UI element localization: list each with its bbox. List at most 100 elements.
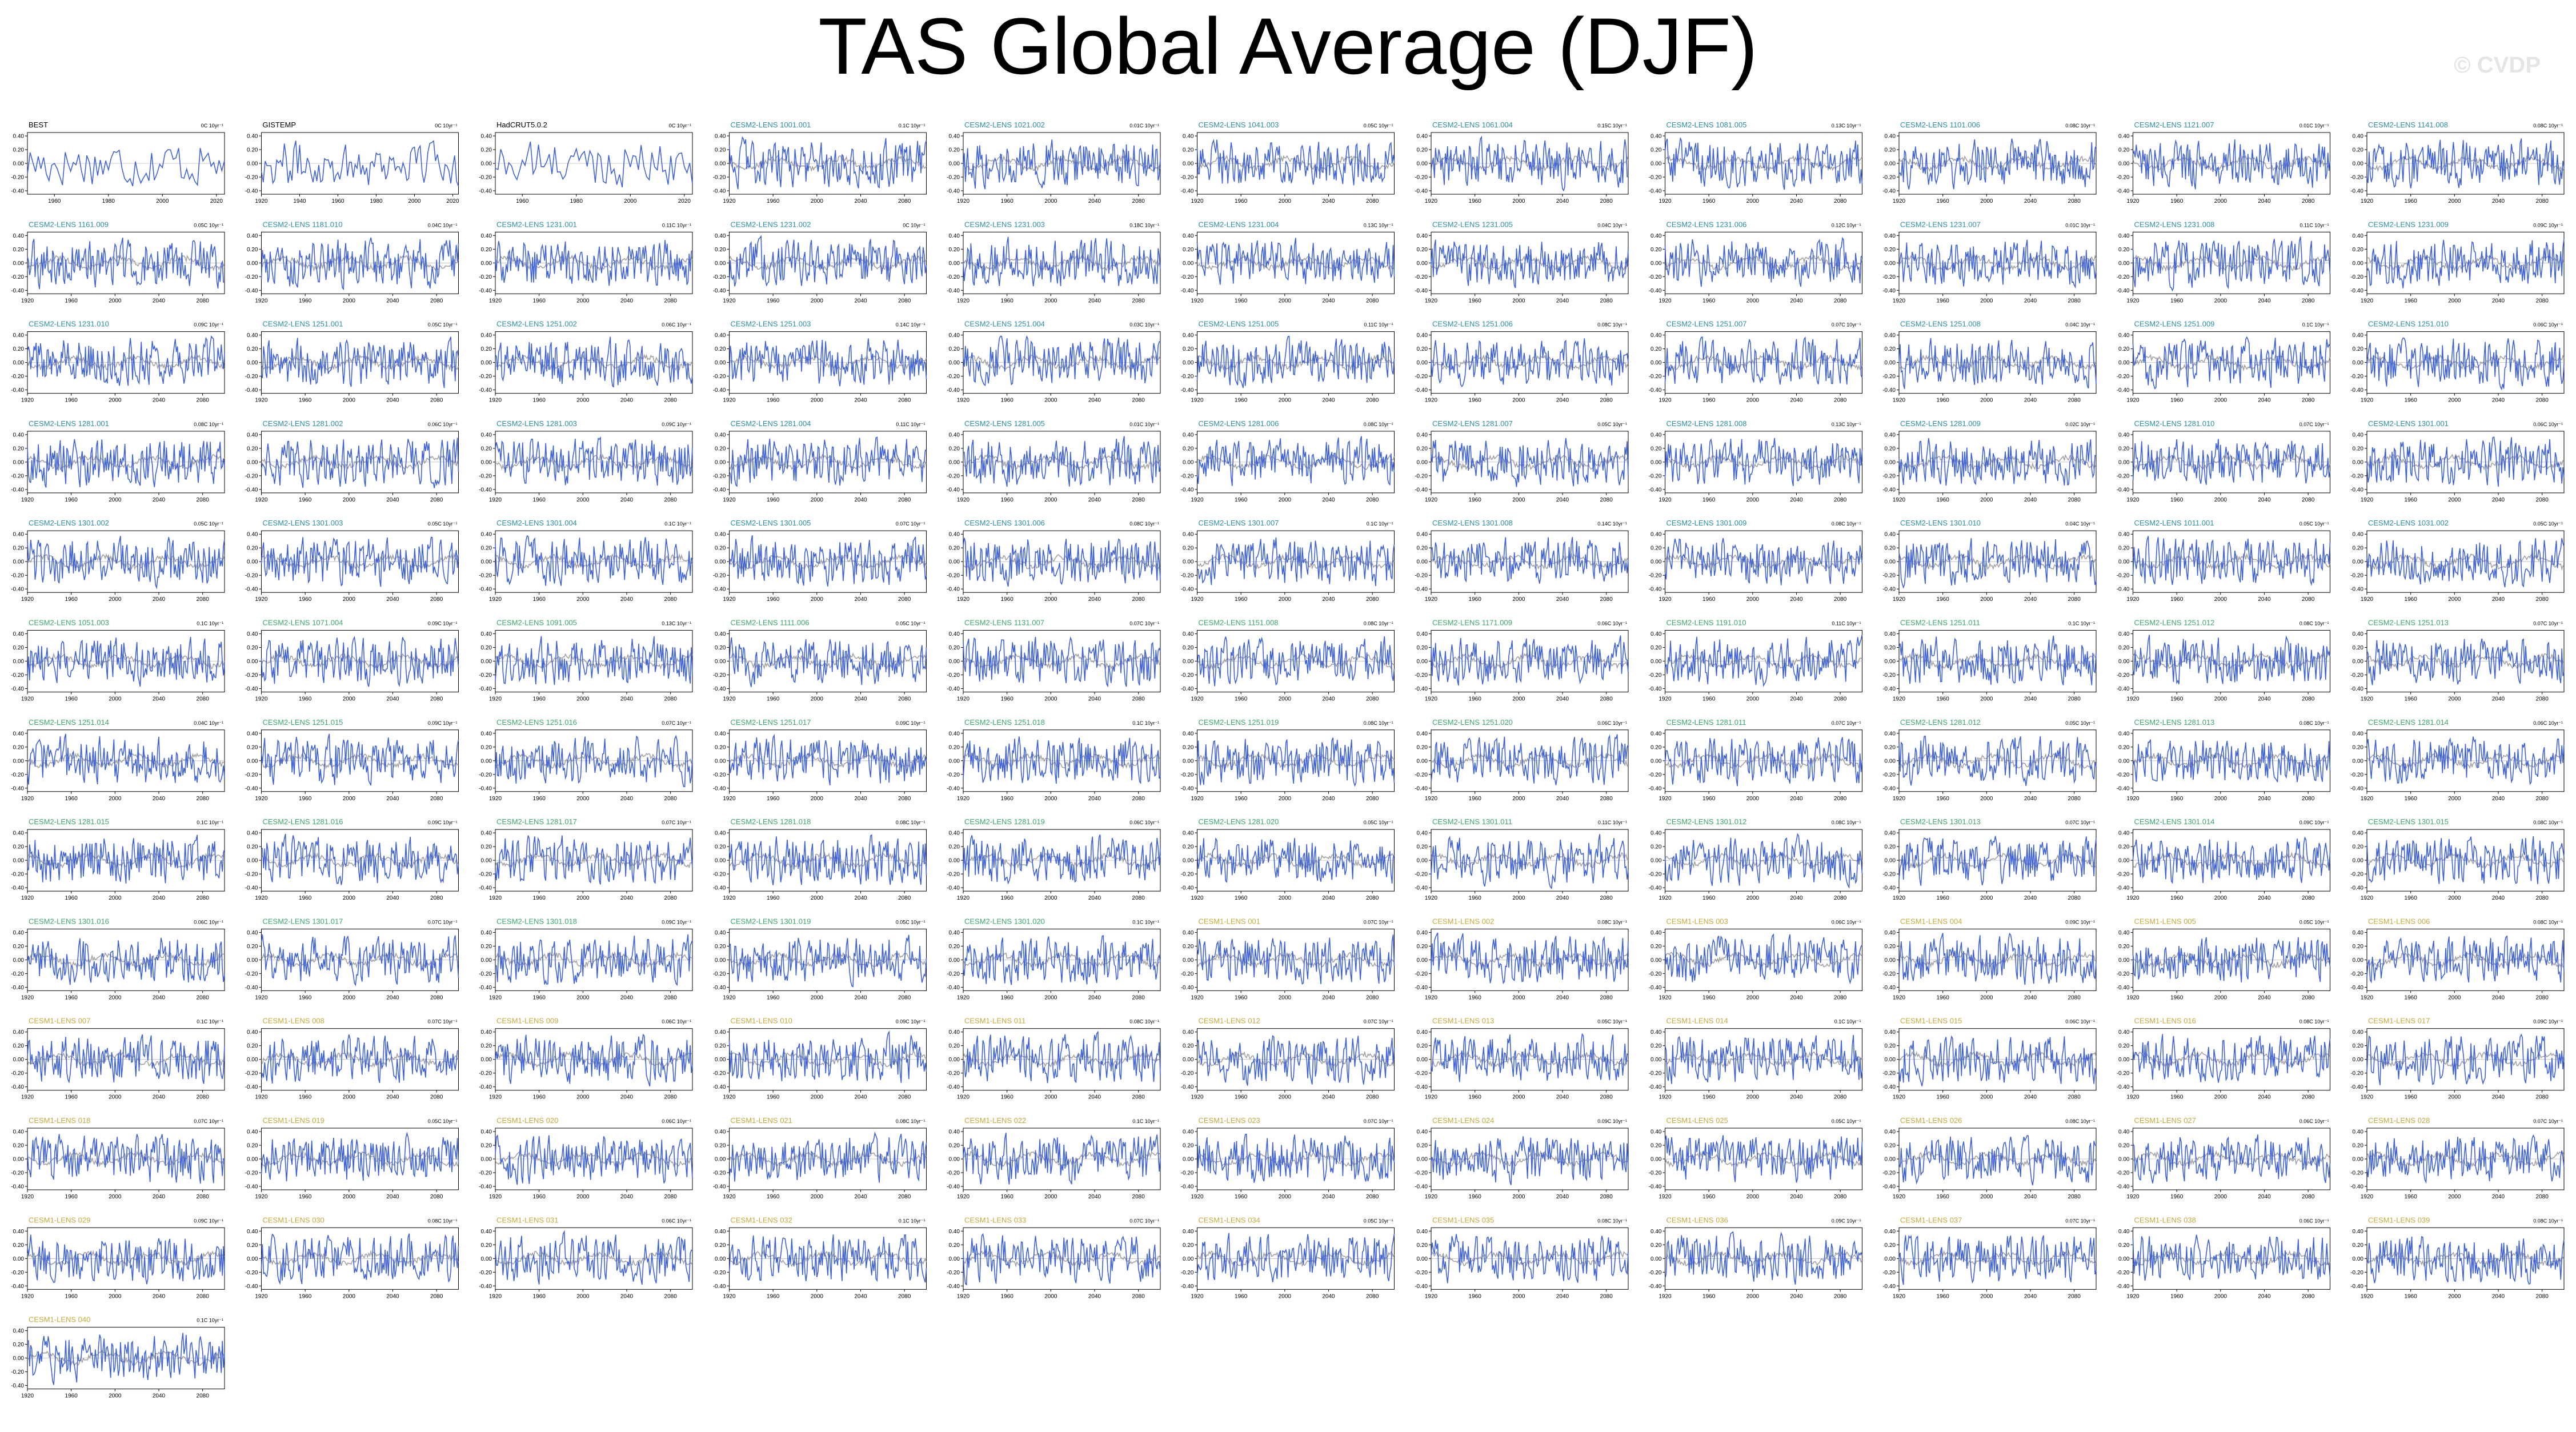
ensemble-mean-line bbox=[1664, 1051, 1863, 1068]
panel-title: CESM2-LENS 1231.009 bbox=[2368, 220, 2449, 228]
y-tick-label: -0.20 bbox=[713, 1270, 726, 1276]
y-tick-label: 0.20 bbox=[247, 147, 258, 154]
x-tick-label: 1980 bbox=[570, 198, 583, 204]
series-line bbox=[1898, 239, 2097, 289]
y-tick-label: 0.00 bbox=[2353, 459, 2364, 466]
x-tick-label: 2080 bbox=[1600, 1194, 1613, 1200]
panel-title: CESM1-LENS 035 bbox=[1432, 1216, 1494, 1224]
x-tick-label: 1920 bbox=[1425, 696, 1438, 703]
panel-title: CESM2-LENS 1081.005 bbox=[1666, 121, 1747, 129]
x-tick-label: 1920 bbox=[1658, 497, 1672, 503]
x-tick-label: 1960 bbox=[2170, 298, 2184, 304]
y-tick-label: 0.00 bbox=[1417, 459, 1428, 466]
series-line bbox=[1196, 837, 1395, 884]
x-tick-label: 2080 bbox=[2302, 696, 2315, 703]
series-line bbox=[963, 236, 1161, 287]
x-tick-label: 2080 bbox=[1132, 596, 1145, 603]
y-tick-label: -0.20 bbox=[1415, 872, 1428, 878]
panel-title: CESM1-LENS 007 bbox=[29, 1017, 90, 1025]
series-line bbox=[1664, 538, 1863, 585]
series-line bbox=[261, 336, 459, 388]
panel-title: CESM2-LENS 1231.003 bbox=[964, 220, 1045, 228]
y-tick-label: 0.00 bbox=[1183, 858, 1194, 864]
y-tick-label: 0.00 bbox=[13, 459, 25, 466]
x-tick-label: 2040 bbox=[153, 796, 166, 802]
panel-trend: 0.13C 10yr⁻¹ bbox=[1832, 422, 1861, 427]
x-tick-label: 1960 bbox=[1469, 696, 1482, 703]
y-tick-label: -0.20 bbox=[1181, 573, 1194, 579]
x-tick-label: 2040 bbox=[1556, 895, 1569, 901]
y-tick-label: 0.40 bbox=[481, 930, 492, 936]
x-tick-label: 2020 bbox=[446, 198, 459, 204]
y-tick-label: 0.00 bbox=[1650, 957, 1662, 964]
x-tick-label: 2000 bbox=[2214, 1194, 2228, 1200]
panel-title: CESM2-LENS 1251.014 bbox=[29, 718, 109, 727]
panel-title: CESM1-LENS 030 bbox=[263, 1216, 324, 1224]
y-tick-label: 0.00 bbox=[247, 260, 258, 267]
series-line bbox=[1431, 239, 1629, 288]
x-tick-label: 1920 bbox=[957, 298, 970, 304]
x-tick-label: 2080 bbox=[197, 1393, 210, 1399]
panel-title: CESM2-LENS 1281.018 bbox=[731, 817, 811, 826]
ensemble-mean-line bbox=[1431, 1050, 1629, 1069]
x-tick-label: 2000 bbox=[1044, 596, 1057, 603]
y-tick-label: 0.00 bbox=[1885, 858, 1896, 864]
series-line bbox=[27, 835, 225, 884]
x-tick-label: 2040 bbox=[854, 1194, 867, 1200]
x-tick-label: 1920 bbox=[1893, 497, 1906, 503]
series-line bbox=[2132, 937, 2331, 982]
x-tick-label: 2000 bbox=[1746, 796, 1760, 802]
y-tick-label: 0.20 bbox=[247, 944, 258, 950]
panel-trend: 0.08C 10yr⁻¹ bbox=[896, 820, 926, 825]
x-tick-label: 1920 bbox=[723, 1293, 736, 1299]
x-tick-label: 1920 bbox=[957, 1094, 970, 1101]
y-tick-label: -0.20 bbox=[1181, 175, 1194, 181]
y-tick-label: -0.20 bbox=[713, 175, 726, 181]
x-tick-label: 1920 bbox=[957, 895, 970, 901]
panel-trend: 0C 10yr⁻¹ bbox=[903, 222, 925, 228]
x-tick-label: 2000 bbox=[811, 1194, 824, 1200]
y-tick-label: -0.20 bbox=[1649, 1170, 1662, 1177]
y-tick-label: 0.40 bbox=[1417, 332, 1428, 339]
y-tick-label: -0.20 bbox=[2350, 473, 2363, 479]
x-tick-label: 1920 bbox=[723, 994, 736, 1001]
panel-trend: 0.14C 10yr⁻¹ bbox=[1597, 521, 1627, 527]
x-tick-label: 2080 bbox=[2302, 398, 2315, 404]
y-tick-label: 0.40 bbox=[247, 332, 258, 339]
y-tick-label: 0.40 bbox=[1885, 233, 1896, 239]
y-tick-label: -0.40 bbox=[245, 1184, 258, 1190]
y-tick-label: 0.40 bbox=[481, 1129, 492, 1136]
x-tick-label: 2000 bbox=[1746, 298, 1760, 304]
panel-title: CESM2-LENS 1251.020 bbox=[1432, 718, 1513, 727]
x-tick-label: 2000 bbox=[576, 398, 590, 404]
panel-title: CESM2-LENS 1171.009 bbox=[1432, 619, 1512, 627]
y-tick-label: -0.20 bbox=[2350, 772, 2363, 778]
x-tick-label: 1960 bbox=[1001, 398, 1014, 404]
x-tick-label: 1960 bbox=[1469, 895, 1482, 901]
y-tick-label: 0.20 bbox=[2118, 147, 2130, 154]
series-line bbox=[261, 140, 459, 187]
y-tick-label: 0.40 bbox=[247, 134, 258, 140]
panel-trend: 0.07C 10yr⁻¹ bbox=[428, 1019, 458, 1025]
panel-trend: 0.06C 10yr⁻¹ bbox=[1597, 720, 1627, 726]
x-tick-label: 2000 bbox=[2214, 298, 2228, 304]
x-tick-label: 2000 bbox=[1512, 895, 1525, 901]
y-tick-label: 0.20 bbox=[1650, 147, 1662, 154]
panel-title: CESM2-LENS 1141.008 bbox=[2368, 121, 2448, 129]
y-tick-label: -0.40 bbox=[479, 288, 492, 294]
x-tick-label: 1920 bbox=[1893, 298, 1906, 304]
y-tick-label: -0.40 bbox=[245, 885, 258, 892]
x-tick-label: 2000 bbox=[408, 198, 421, 204]
y-tick-label: 0.40 bbox=[715, 134, 726, 140]
y-tick-label: -0.40 bbox=[1882, 487, 1896, 493]
x-tick-label: 2080 bbox=[2068, 1194, 2081, 1200]
ensemble-mean-line bbox=[728, 454, 927, 471]
series-line bbox=[1431, 635, 1629, 686]
x-tick-label: 2040 bbox=[854, 994, 867, 1001]
x-tick-label: 2040 bbox=[1790, 796, 1803, 802]
x-tick-label: 1960 bbox=[2405, 1194, 2418, 1200]
y-tick-label: 0.00 bbox=[1417, 1256, 1428, 1262]
x-tick-label: 2000 bbox=[109, 497, 122, 503]
y-tick-label: 0.40 bbox=[2353, 930, 2364, 936]
y-tick-label: 0.40 bbox=[1650, 1129, 1662, 1136]
